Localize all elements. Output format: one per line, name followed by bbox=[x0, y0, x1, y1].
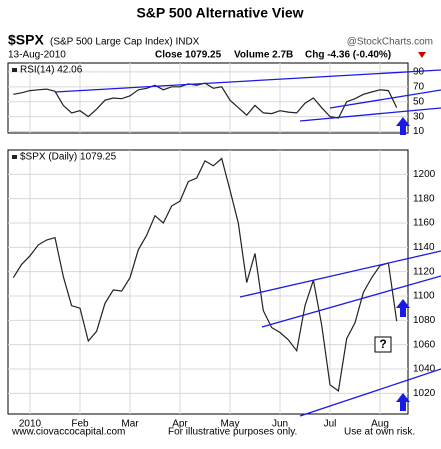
x-tick-label: Aug bbox=[371, 419, 389, 430]
y-tick-label: 10 bbox=[413, 126, 425, 137]
y-tick-label: 1160 bbox=[413, 218, 435, 229]
change: Chg -4.36 (-0.40%) bbox=[305, 50, 391, 61]
legend-label: $SPX (Daily) 1079.25 bbox=[20, 152, 117, 163]
x-tick-label: Feb bbox=[71, 419, 89, 430]
y-tick-label: 1100 bbox=[413, 291, 435, 302]
trend-line bbox=[329, 89, 441, 109]
close: Close 1079.25 bbox=[155, 50, 222, 61]
x-tick-label: Mar bbox=[121, 419, 139, 430]
y-tick-label: 1040 bbox=[413, 364, 436, 375]
data-line bbox=[12, 157, 398, 392]
y-tick-label: 1020 bbox=[413, 388, 436, 399]
y-tick-label: 90 bbox=[413, 67, 425, 78]
y-tick-label: 50 bbox=[413, 96, 425, 107]
x-tick-label: Apr bbox=[172, 419, 188, 430]
footer-text: www.ciovaccocapital.com bbox=[11, 427, 125, 438]
annotations: ? bbox=[54, 69, 441, 417]
symbol: $SPX bbox=[8, 32, 44, 48]
trend-line bbox=[299, 368, 441, 417]
volume: Volume 2.7B bbox=[234, 50, 293, 61]
x-tick-label: Jun bbox=[272, 419, 288, 430]
trend-line bbox=[239, 250, 441, 298]
legend-swatch bbox=[12, 155, 17, 159]
legend-swatch bbox=[12, 68, 17, 72]
y-tick-label: 1080 bbox=[413, 315, 436, 326]
x-tick-label: Jul bbox=[324, 419, 337, 430]
panel-frame bbox=[7, 149, 409, 415]
question-box bbox=[374, 336, 392, 353]
down-marker bbox=[418, 52, 426, 58]
trend-line bbox=[261, 275, 441, 328]
y-tick-label: 1200 bbox=[413, 169, 436, 180]
footer-text: For illustrative purposes only. bbox=[168, 427, 297, 438]
question-mark: ? bbox=[379, 337, 386, 351]
date: 13-Aug-2010 bbox=[8, 50, 66, 61]
y-tick-label: 70 bbox=[413, 81, 425, 92]
arrow bbox=[396, 299, 410, 317]
index-name: (S&P 500 Large Cap Index) INDX bbox=[50, 37, 200, 48]
rsi-panel: 10 30 50 70 90 RSI(14) 42.06 bbox=[7, 62, 425, 137]
trend-line bbox=[299, 107, 441, 122]
legend-label: RSI(14) 42.06 bbox=[20, 65, 83, 76]
x-tick-label: 2010 bbox=[19, 419, 42, 430]
y-tick-label: 30 bbox=[413, 111, 425, 122]
x-tick-label: May bbox=[221, 419, 240, 430]
chart-title: S&P 500 Alternative View bbox=[136, 5, 303, 21]
arrow bbox=[396, 393, 410, 411]
arrow bbox=[396, 117, 410, 135]
footer-text: Use at own risk. bbox=[344, 427, 415, 438]
panel-frame bbox=[7, 62, 409, 134]
y-tick-label: 1180 bbox=[413, 193, 435, 204]
y-tick-label: 1060 bbox=[413, 339, 436, 350]
y-tick-label: 1140 bbox=[413, 242, 435, 253]
price-panel: 1020 1040 1060 1080 1100 1120 1140 1160 1180 1200… bbox=[7, 149, 436, 430]
data-line bbox=[13, 82, 398, 119]
y-tick-label: 1120 bbox=[413, 266, 435, 277]
trend-line bbox=[54, 69, 441, 93]
source: @StockCharts.com bbox=[347, 37, 433, 48]
